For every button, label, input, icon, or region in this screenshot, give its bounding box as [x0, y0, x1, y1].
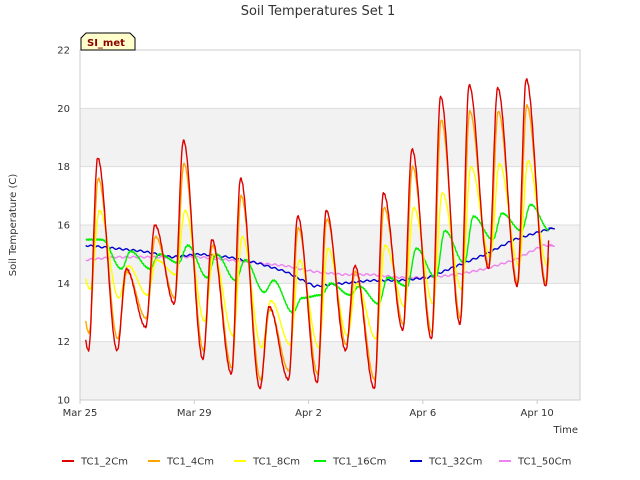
- x-tick-label: Mar 29: [177, 408, 212, 419]
- legend-label: TC1_50Cm: [517, 457, 571, 468]
- plot-frame: [79, 49, 581, 401]
- x-tick-label: Mar 25: [63, 408, 98, 419]
- legend-label: TC1_4Cm: [166, 457, 214, 468]
- x-tick-label: Apr 2: [295, 408, 322, 419]
- legend-item-tc1-16cm: TC1_16Cm: [314, 457, 386, 468]
- legend-item-tc1-50cm: TC1_50Cm: [499, 457, 571, 468]
- y-axis-label: Soil Temperature (C): [8, 174, 19, 277]
- y-tick-label: 12: [57, 337, 70, 348]
- legend-label: TC1_32Cm: [428, 457, 482, 468]
- y-tick-label: 22: [57, 46, 70, 57]
- legend-item-tc1-4cm: TC1_4Cm: [148, 457, 214, 468]
- series-line-tc1-2cm: [85, 78, 550, 390]
- x-tick-label: Apr 10: [521, 408, 554, 419]
- legend-label: TC1_8Cm: [252, 457, 300, 468]
- grid-band: [80, 341, 580, 400]
- y-tick-label: 16: [57, 221, 70, 232]
- grid-band: [80, 225, 580, 284]
- chart-title: Soil Temperatures Set 1: [241, 4, 396, 19]
- y-tick-label: 18: [57, 162, 70, 173]
- legend-label: TC1_2Cm: [80, 457, 128, 468]
- station-badge: SI_met: [80, 32, 136, 51]
- legend-item-tc1-32cm: TC1_32Cm: [410, 457, 482, 468]
- x-axis-label: Time: [553, 425, 578, 436]
- legend-item-tc1-2cm: TC1_2Cm: [62, 457, 128, 468]
- legend-label: TC1_16Cm: [332, 457, 386, 468]
- y-tick-label: 14: [57, 279, 70, 290]
- y-tick-label: 20: [57, 104, 70, 115]
- svg-text:SI_met: SI_met: [87, 38, 125, 49]
- y-tick-label: 10: [57, 396, 70, 407]
- x-tick-label: Apr 6: [409, 408, 436, 419]
- legend: TC1_2Cm TC1_4Cm TC1_8Cm TC1_16Cm TC1_32Cm TC1…: [62, 457, 571, 468]
- series-line-tc1-8cm: [85, 159, 550, 349]
- legend-item-tc1-8cm: TC1_8Cm: [234, 457, 300, 468]
